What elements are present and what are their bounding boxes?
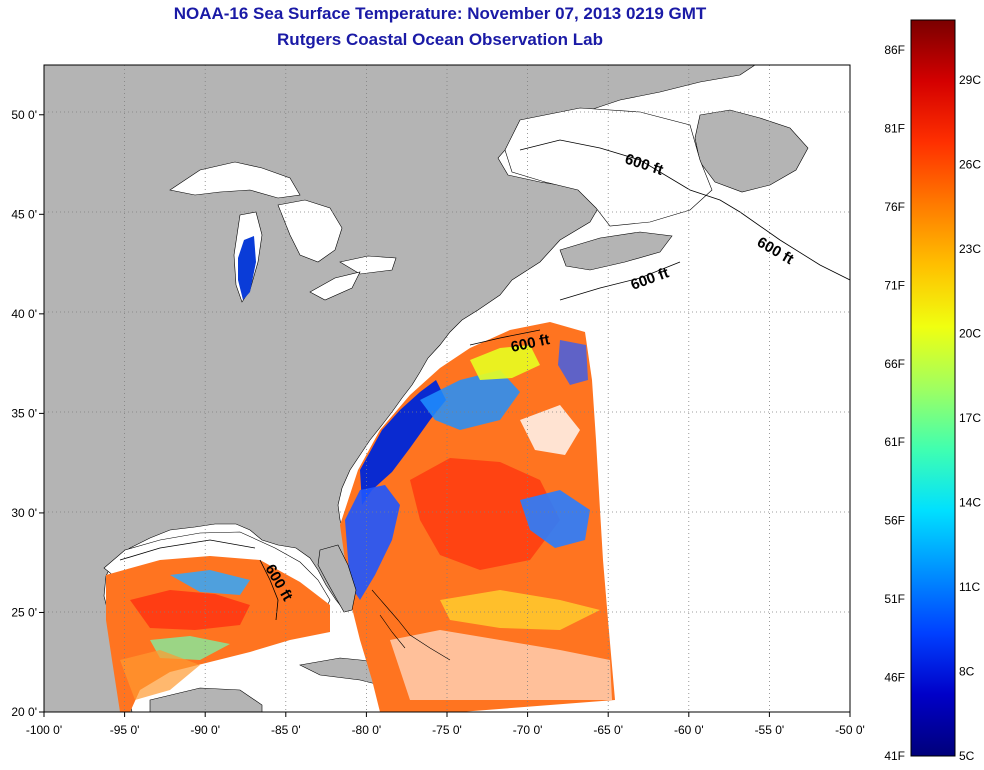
colorbar-c-label: 14C (959, 496, 981, 510)
lon-tick-label: -90 0' (190, 723, 220, 737)
land-yucatan (149, 687, 263, 712)
colorbar-f-label: 71F (884, 278, 905, 292)
lon-tick-label: -50 0' (835, 723, 865, 737)
colorbar-f-label: 81F (884, 121, 905, 135)
colorbar-c-label: 20C (959, 327, 981, 341)
colorbar-c-label: 11C (959, 580, 980, 594)
colorbar-c-label: 29C (959, 73, 981, 87)
colorbar-c-label: 17C (959, 411, 981, 425)
gulf-st-lawrence (504, 107, 713, 227)
lon-tick-label: -85 0' (271, 723, 301, 737)
lake-erie (309, 271, 361, 301)
map-subtitle: Rutgers Coastal Ocean Observation Lab (277, 30, 603, 49)
colorbar-fahrenheit-labels: 86F 81F 76F 71F 66F 61F 56F 51F 46F 41F (884, 43, 905, 763)
lake-superior (169, 161, 301, 199)
lon-tick-label: -65 0' (593, 723, 623, 737)
latitude-axis: 20 0' 25 0' 30 0' 35 0' 40 0' 45 0' 50 0' (11, 108, 44, 719)
map-panel: 600 ft 600 ft 600 ft 600 ft 600 ft (44, 65, 850, 712)
lon-tick-label: -95 0' (110, 723, 140, 737)
land-florida (317, 544, 357, 613)
colorbar-f-label: 46F (884, 671, 905, 685)
bahamas (371, 589, 451, 661)
longitude-axis: -100 0' -95 0' -90 0' -85 0' -80 0' -75 0' -70… (26, 712, 865, 737)
lat-tick-label: 20 0' (11, 705, 37, 719)
lon-tick-label: -80 0' (352, 723, 382, 737)
lat-tick-label: 50 0' (11, 108, 37, 122)
lat-tick-label: 25 0' (11, 605, 37, 619)
atlantic-sst-swath (340, 322, 615, 712)
land-nova-scotia (559, 231, 673, 271)
lon-tick-label: -55 0' (755, 723, 785, 737)
lat-tick-label: 45 0' (11, 207, 37, 221)
colorbar-f-label: 76F (884, 200, 905, 214)
colorbar-f-label: 86F (884, 43, 905, 57)
map-title: NOAA-16 Sea Surface Temperature: Novembe… (173, 4, 707, 23)
lon-tick-label: -70 0' (513, 723, 543, 737)
lat-tick-label: 35 0' (11, 406, 37, 420)
colorbar-f-label: 56F (884, 514, 905, 528)
colorbar-c-label: 26C (959, 158, 981, 172)
colorbar-c-label: 5C (959, 749, 975, 763)
lon-tick-label: -60 0' (674, 723, 704, 737)
colorbar-celsius-labels: 29C 26C 23C 20C 17C 14C 11C 8C 5C (959, 73, 981, 763)
colorbar-scale (910, 19, 956, 757)
lon-tick-label: -75 0' (432, 723, 462, 737)
colorbar-f-label: 51F (884, 592, 905, 606)
gulf-sst-swath (106, 556, 330, 712)
colorbar: 86F 81F 76F 71F 66F 61F 56F 51F 46F 41F 29C 26C 23C… (884, 19, 981, 763)
lon-tick-label: -100 0' (26, 723, 62, 737)
lake-ontario (339, 255, 397, 275)
land-north-america (44, 65, 756, 712)
lat-tick-label: 30 0' (11, 506, 37, 520)
colorbar-f-label: 41F (884, 749, 905, 763)
colorbar-f-label: 66F (884, 357, 905, 371)
lat-tick-label: 40 0' (11, 307, 37, 321)
colorbar-f-label: 61F (884, 435, 905, 449)
lake-michigan-sst (238, 236, 256, 300)
lake-huron (277, 199, 343, 263)
colorbar-c-label: 8C (959, 665, 975, 679)
isobath-600ft (119, 139, 850, 621)
colorbar-c-label: 23C (959, 242, 981, 256)
